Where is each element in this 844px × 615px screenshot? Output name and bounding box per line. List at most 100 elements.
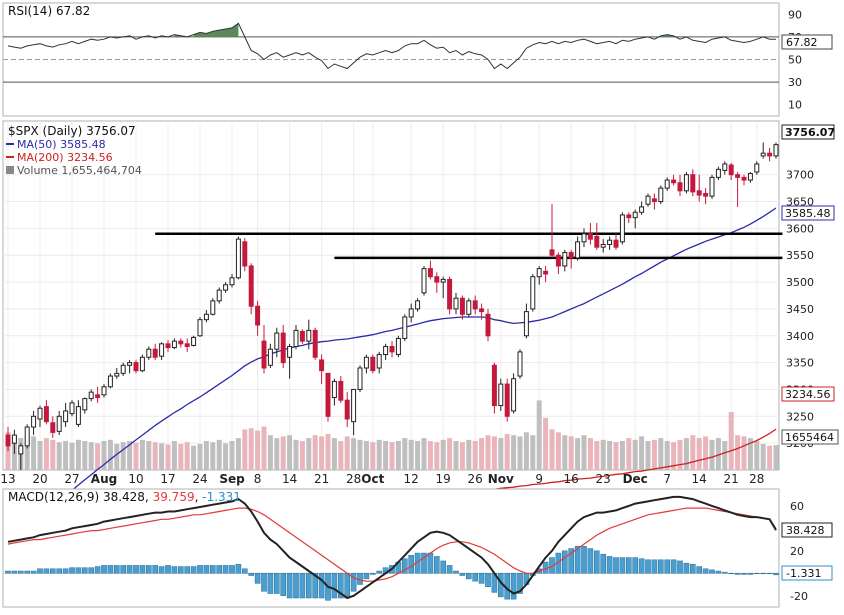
macd-tick-label: 20 [790, 545, 804, 558]
macd-hist-bar [376, 570, 383, 574]
volume-bar [575, 438, 581, 470]
volume-bar [376, 439, 382, 470]
candle-body [203, 313, 209, 321]
candle-body [235, 238, 241, 279]
x-tick-label: 13 [0, 472, 15, 486]
price-tick-label: 3500 [786, 276, 814, 289]
macd-hist-bar [209, 565, 216, 574]
candle-body [485, 313, 491, 337]
volume-bar [421, 438, 427, 470]
candle-body [229, 277, 235, 286]
candle-body [69, 402, 75, 415]
volume-bar [607, 441, 613, 470]
volume-bar [216, 439, 222, 470]
macd-hist-bar [472, 573, 479, 582]
macd-hist-bar [619, 557, 626, 574]
volume-bar [600, 439, 606, 470]
volume-bar [587, 438, 593, 470]
candle-body [101, 386, 107, 396]
macd-hist-bar [510, 573, 517, 600]
x-tick-label: 9 [535, 472, 543, 486]
macd-hist-bar [56, 568, 63, 574]
macd-hist-bar [305, 573, 312, 599]
ma50-legend: MA(50) 3585.48 [17, 138, 106, 151]
volume-bar [37, 441, 43, 470]
volume-legend: Volume 1,655,464,704 [17, 164, 142, 177]
volume-bar [767, 445, 773, 470]
candle-body [491, 364, 497, 407]
candle-body [114, 372, 120, 377]
macd-hist-bar [651, 559, 658, 574]
volume-bar [50, 439, 56, 470]
macd-value-tag: 38.428 [786, 524, 825, 537]
candle-body [389, 346, 395, 353]
volume-bar [408, 439, 414, 470]
candle-body [223, 284, 229, 291]
macd-hist-bar [427, 552, 434, 574]
candle-body [415, 300, 421, 310]
price-panel: 3700365036003550350034503400335033003250… [0, 120, 839, 541]
candle-body [370, 356, 376, 372]
candle-body [658, 187, 664, 203]
volume-bar [235, 438, 241, 470]
candle-body [472, 300, 478, 310]
macd-hist-bar [517, 573, 523, 594]
price-legend: $SPX (Daily) 3756.07 MA(50) 3585.48 MA(2… [6, 124, 142, 177]
volume-bar [178, 443, 184, 470]
macd-hist-bar [753, 573, 760, 575]
candle-body [549, 249, 555, 256]
macd-hist-bar [216, 565, 223, 574]
macd-hist-bar [62, 568, 69, 574]
macd-hist-bar [638, 558, 645, 574]
candle-body [440, 278, 446, 283]
macd-hist-bar [741, 573, 747, 575]
macd-hist-bar [331, 573, 338, 599]
macd-hist-bar [689, 564, 696, 574]
macd-hist-bar [293, 573, 299, 599]
volume-bar [523, 432, 529, 470]
ma50-tag: 3585.48 [785, 207, 831, 220]
volume-bar [683, 438, 689, 470]
candle-body [690, 174, 696, 193]
ma200-tag: 3234.56 [785, 388, 831, 401]
x-tick-label: 16 [564, 472, 579, 486]
macd-hist-bar [312, 573, 319, 599]
volume-bar [671, 442, 677, 470]
macd-hist-bar [94, 566, 101, 574]
volume-bar [338, 441, 344, 470]
rsi-overbought-fill [660, 34, 674, 37]
candle-body [402, 316, 408, 339]
candle-body [754, 163, 760, 173]
volume-bar [114, 443, 120, 470]
macd-hist-bar [606, 556, 613, 574]
candle-body [651, 198, 657, 203]
x-tick-label: Aug [91, 472, 117, 486]
candle-body [568, 252, 574, 259]
candle-body [178, 340, 184, 345]
macd-hist-bar [440, 560, 447, 574]
candle-body [383, 346, 389, 356]
macd-legend-hist: -1.331 [202, 490, 241, 504]
volume-bar [498, 438, 504, 470]
macd-hist-bar [222, 565, 229, 574]
volume-bar [517, 436, 523, 470]
volume-bar [293, 439, 299, 470]
macd-hist-bar [152, 565, 159, 574]
macd-tick-label: -20 [790, 590, 808, 603]
candle-body [459, 297, 465, 315]
x-tick-label: 26 [468, 472, 483, 486]
candle-body [626, 214, 632, 219]
candle-body [146, 348, 152, 358]
candle-body [530, 276, 536, 310]
volume-bar [568, 436, 574, 470]
candle-body [427, 268, 433, 278]
candle-body [587, 233, 593, 240]
candle-body [88, 391, 94, 400]
volume-bar [325, 434, 331, 470]
macd-tick-label: 60 [790, 500, 804, 513]
candle-body [760, 152, 766, 157]
price-tick-label: 3550 [786, 249, 814, 262]
macd-panel: 604020-20 MACD(12,26,9) 38.428, 39.759, … [2, 488, 833, 608]
candle-body [127, 362, 133, 366]
